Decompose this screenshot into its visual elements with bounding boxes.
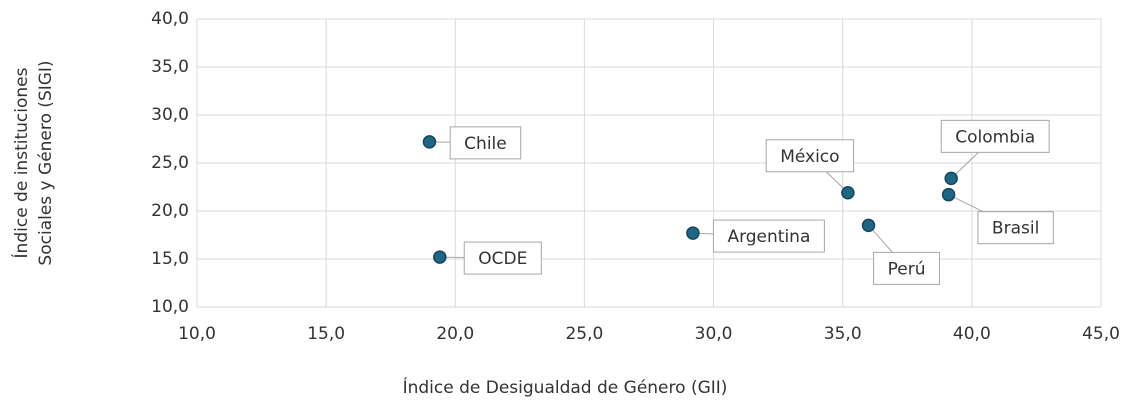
x-tick-label: 45,0	[1082, 324, 1120, 344]
data-label: Colombia	[955, 127, 1035, 147]
label-box	[449, 126, 522, 160]
y-tick-label: 20,0	[151, 201, 189, 221]
y-tick-label: 35,0	[151, 57, 189, 77]
y-tick-label: 15,0	[151, 249, 189, 269]
x-tick-label: 10,0	[178, 324, 216, 344]
x-axis-title: Índice de Desigualdad de Género (GII)	[403, 376, 728, 398]
point	[944, 171, 958, 186]
y-tick-label: 10,0	[151, 297, 189, 317]
data-label: Brasil	[992, 219, 1039, 239]
label-box	[712, 219, 825, 253]
data-label: Perú	[888, 259, 926, 279]
x-tick-label: 40,0	[953, 324, 991, 344]
label-box	[873, 251, 940, 285]
y-axis-title: Sociales y Género (SIGI)	[36, 60, 56, 265]
point	[422, 135, 437, 149]
y-tick-label: 30,0	[151, 105, 189, 125]
y-tick-label: 25,0	[151, 153, 189, 173]
data-label: Chile	[464, 134, 507, 154]
x-tick-label: 35,0	[824, 324, 862, 344]
y-axis-title: Índice de instituciones	[10, 67, 32, 258]
x-tick-label: 20,0	[436, 324, 474, 344]
point	[433, 250, 447, 264]
data-label: Argentina	[727, 227, 810, 247]
label-box	[463, 241, 542, 275]
y-tick-label: 40,0	[151, 9, 189, 29]
x-tick-label: 30,0	[695, 324, 733, 344]
data-label: OCDE	[478, 249, 527, 269]
point	[861, 218, 876, 233]
point	[686, 226, 700, 240]
data-label: México	[780, 147, 839, 167]
label-box	[765, 139, 855, 173]
point	[941, 187, 956, 202]
x-tick-label: 25,0	[565, 324, 603, 344]
label-box	[977, 211, 1054, 245]
point	[841, 186, 855, 200]
label-box	[940, 119, 1050, 153]
x-tick-label: 15,0	[307, 324, 345, 344]
